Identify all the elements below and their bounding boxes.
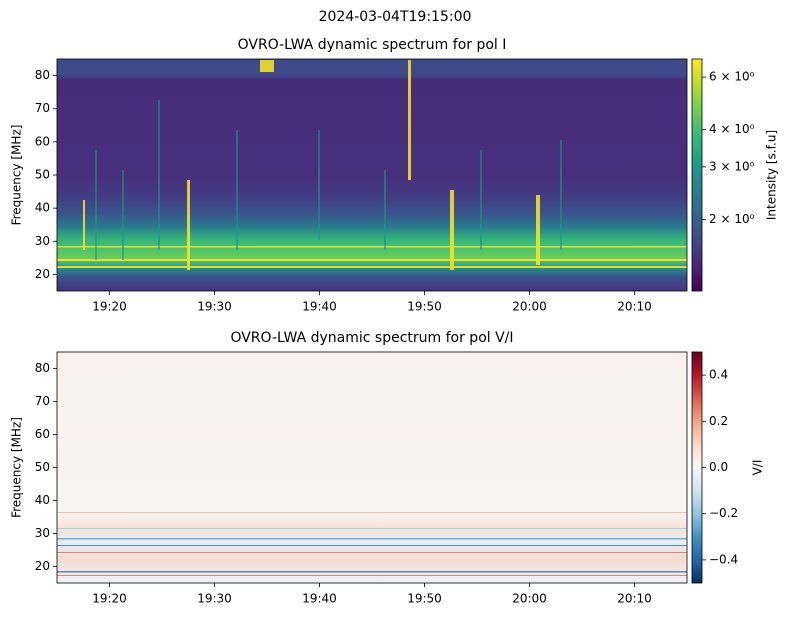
x-tick-label: 20:10 <box>617 592 652 606</box>
colorbar-tick-label: −0.2 <box>709 506 738 520</box>
spectrum-texture <box>57 352 687 583</box>
y-axis-label: Frequency [MHz] <box>10 417 24 518</box>
x-tick-label: 19:20 <box>92 592 127 606</box>
colorbar-tick-label: 3 × 10⁰ <box>709 159 755 173</box>
y-tick-label: 70 <box>35 101 50 115</box>
colorbar-tick-label: 0.0 <box>709 460 728 474</box>
colorbar <box>691 351 703 584</box>
x-tick-label: 19:30 <box>197 300 232 314</box>
x-tick-label: 20:00 <box>512 592 547 606</box>
x-tick-label: 20:00 <box>512 300 547 314</box>
figure-title: 2024-03-04T19:15:00 <box>319 9 472 25</box>
colorbar-tick-label: 0.2 <box>709 414 728 428</box>
spectrum-texture <box>57 59 687 291</box>
colorbar-tick-label: 0.4 <box>709 368 728 382</box>
y-tick-label: 80 <box>35 361 50 375</box>
y-tick-label: 20 <box>35 559 50 573</box>
x-tick-label: 20:10 <box>617 300 652 314</box>
y-tick-label: 40 <box>35 201 50 215</box>
y-tick-label: 60 <box>35 427 50 441</box>
y-tick-label: 50 <box>35 460 50 474</box>
chart-title: OVRO-LWA dynamic spectrum for pol I <box>238 37 507 53</box>
y-tick-label: 80 <box>35 68 50 82</box>
y-tick-label: 30 <box>35 526 50 540</box>
x-tick-label: 19:20 <box>92 300 127 314</box>
y-tick-label: 20 <box>35 267 50 281</box>
chart-title: OVRO-LWA dynamic spectrum for pol V/I <box>230 330 513 346</box>
colorbar-label: Intensity [s.f.u] <box>765 130 779 220</box>
colorbar-tick-label: 2 × 10⁰ <box>709 212 755 226</box>
x-tick-label: 19:50 <box>407 300 442 314</box>
y-tick-label: 30 <box>35 234 50 248</box>
y-tick-label: 70 <box>35 394 50 408</box>
x-tick-label: 19:40 <box>302 300 337 314</box>
x-tick-label: 19:50 <box>407 592 442 606</box>
colorbar-tick-label: 4 × 10⁰ <box>709 122 755 136</box>
y-tick-label: 50 <box>35 168 50 182</box>
colorbar-tick-label: 6 × 10⁰ <box>709 70 755 84</box>
x-tick-label: 19:30 <box>197 592 232 606</box>
y-tick-label: 60 <box>35 134 50 148</box>
colorbar <box>691 58 703 292</box>
colorbar-tick-label: −0.4 <box>709 552 738 566</box>
x-tick-label: 19:40 <box>302 592 337 606</box>
y-axis-label: Frequency [MHz] <box>10 125 24 226</box>
colorbar-label: V/I <box>751 460 765 476</box>
y-tick-label: 40 <box>35 493 50 507</box>
